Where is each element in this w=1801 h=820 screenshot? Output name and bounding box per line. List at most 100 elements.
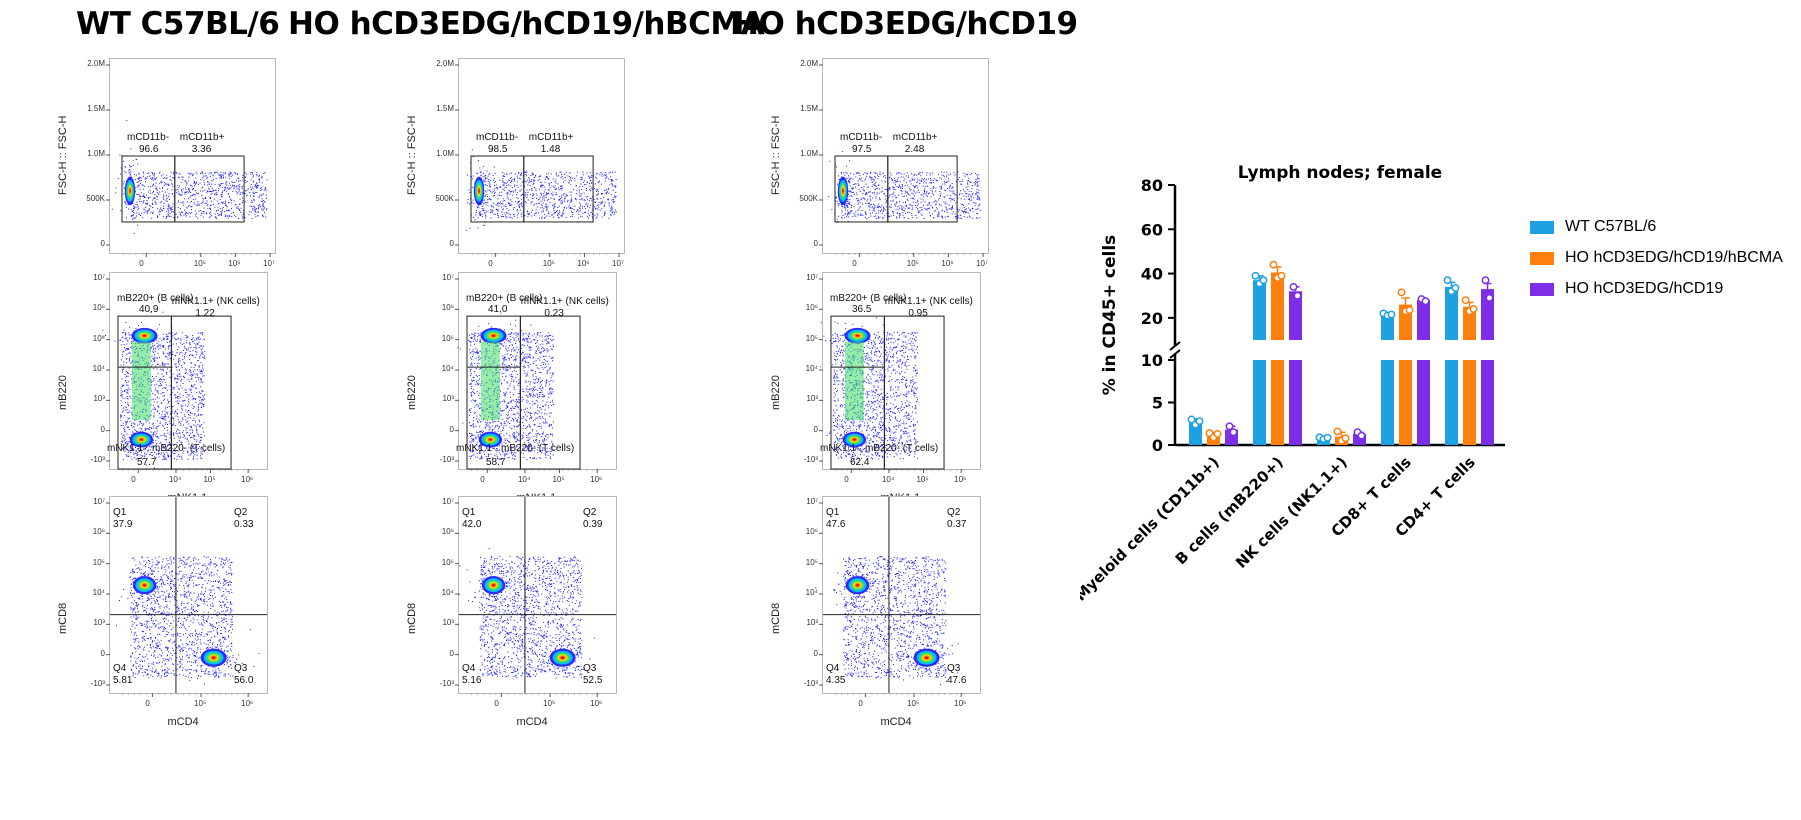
bar-1-2 <box>1289 282 1302 445</box>
density-cluster <box>466 135 496 231</box>
y-tick-label: 10³ <box>93 394 105 404</box>
gate-value: 58.7 <box>486 457 506 469</box>
y-tick-label: 0 <box>449 239 454 248</box>
x-tick-label: 10⁴ <box>168 475 182 484</box>
gate-label: mCD11b+ <box>179 132 225 143</box>
y-tick-label: -10³ <box>90 679 105 688</box>
flow-plot-quad <box>815 496 981 697</box>
gate-label: mNK1.1-, mB220- (T cells) <box>820 443 939 455</box>
x-tick-label: 10⁴ <box>881 475 895 484</box>
flow-plot-svg <box>455 64 620 257</box>
quadrant-name-q1: Q1 <box>826 507 840 518</box>
data-point <box>1421 297 1430 306</box>
x-tick-label: 10⁶ <box>954 475 967 484</box>
y-axis-label: FSC-H :: FSC-H <box>770 115 782 195</box>
x-tick-label: 10⁵ <box>543 699 556 708</box>
y-tick-label: 10⁶ <box>805 303 818 313</box>
y-tick-label: 1.0M <box>87 149 105 158</box>
x-tick-label: 10⁴ <box>517 475 531 484</box>
gate-label: mB220+ (B cells) <box>466 292 543 304</box>
quadrant-value-q4: 5.81 <box>113 675 133 686</box>
gate-label: mNK1.1-, mB220- (T cells) <box>456 443 575 455</box>
density-cluster <box>891 630 959 686</box>
y-tick-label: -10³ <box>439 455 454 464</box>
x-tick-label: 0 <box>488 259 493 268</box>
x-axis-label: mCD4 <box>880 716 912 728</box>
gate-value: 96.6 <box>139 144 159 155</box>
bar-lower <box>1417 360 1430 445</box>
quadrant-name-q1: Q1 <box>462 507 476 518</box>
bar-upper <box>1445 286 1458 340</box>
bar-0-0 <box>1187 415 1204 445</box>
y-tick-label: 10⁴ <box>441 364 454 373</box>
bar-lower <box>1381 360 1394 445</box>
quadrant-value-q3: 52.5 <box>583 675 603 686</box>
flow-plot-svg <box>455 497 616 697</box>
gate-label: mCD11b- <box>127 132 170 143</box>
gate-value: 3.36 <box>191 144 212 155</box>
x-tick-label: 10⁵ <box>542 259 555 268</box>
y-tick-label: 0 <box>100 648 105 658</box>
x-tick-label: B cells (mB220+) <box>1172 453 1287 568</box>
legend-label-cd19: HO hCD3EDG/hCD19 <box>1565 280 1724 297</box>
bar-3-0 <box>1379 309 1396 445</box>
y-tick-label: -10³ <box>803 679 818 688</box>
bar-1-1 <box>1269 260 1286 445</box>
bar-upper <box>1381 314 1394 340</box>
data-point <box>1229 428 1238 437</box>
y-axis-label: mB220 <box>770 375 782 410</box>
gate-value: 1.48 <box>540 144 561 155</box>
y-tick-label: 1.5M <box>800 104 818 113</box>
gate-label: mCD11b+ <box>528 132 574 143</box>
y-tick-label: 500K <box>86 194 105 203</box>
y-tick-label: 10⁷ <box>442 497 454 506</box>
quadrant-value-q1: 47.6 <box>826 519 846 530</box>
flow-plot-svg <box>819 278 964 473</box>
quadrant-value-q2: 0.37 <box>947 519 967 530</box>
quadrant-name-q3: Q3 <box>583 663 597 674</box>
x-tick-label: NK cells (NK1.1+) <box>1232 453 1351 572</box>
data-point <box>1397 288 1406 297</box>
x-tick-label: 10⁷ <box>612 259 624 268</box>
bar-lower <box>1399 360 1412 445</box>
flow-plot-svg <box>106 497 267 697</box>
y-tick-label: 10⁷ <box>806 497 818 506</box>
quadrant-name-q2: Q2 <box>583 507 597 518</box>
bar-lower <box>1463 360 1476 445</box>
data-point <box>1469 305 1478 313</box>
x-tick-label: 10⁶ <box>590 475 603 484</box>
y-tick-label: -10³ <box>439 679 454 688</box>
y-tick-label: 1.5M <box>436 104 454 113</box>
density-cluster <box>815 564 893 612</box>
density-cluster <box>521 635 595 678</box>
y-tick-label: 5 <box>1152 394 1163 413</box>
gate-label: mB220+ (B cells) <box>830 292 907 304</box>
flow-plot-svg <box>819 64 984 257</box>
x-tick-label: 10⁶ <box>577 259 590 268</box>
data-point <box>1259 276 1268 285</box>
data-point <box>1195 417 1204 426</box>
y-tick-label: 1.0M <box>436 149 454 158</box>
x-tick-label: 10⁵ <box>193 259 206 268</box>
y-axis-label: mCD8 <box>770 602 782 634</box>
legend-label-bcma: HO hCD3EDG/hCD19/hBCMA <box>1565 249 1783 266</box>
bar-2-2 <box>1353 428 1366 445</box>
gate-value: 41.0 <box>488 304 508 316</box>
bar-1-0 <box>1251 271 1268 445</box>
density-cluster <box>819 317 900 368</box>
density-cluster <box>180 624 260 685</box>
y-tick-label: 10⁷ <box>93 273 105 282</box>
flow-plot-myeloid <box>106 58 276 257</box>
bar-chart: Lymph nodes; female 20 40 60 80 0 5 10 % in CD45… <box>1071 160 1800 620</box>
x-tick-label: 10⁵ <box>906 259 919 268</box>
axis-break-mark <box>1169 341 1181 351</box>
y-tick-label: -10³ <box>90 455 105 464</box>
quadrant-value-q1: 37.9 <box>113 519 133 530</box>
y-tick-label: 10⁴ <box>805 364 818 373</box>
chart-title: Lymph nodes; female <box>1238 163 1442 183</box>
x-tick-label: 0 <box>852 259 857 268</box>
scatter-events <box>477 171 617 219</box>
data-point <box>1461 296 1470 305</box>
bar-2-1 <box>1333 427 1350 445</box>
legend-swatch-cd19 <box>1530 283 1554 296</box>
